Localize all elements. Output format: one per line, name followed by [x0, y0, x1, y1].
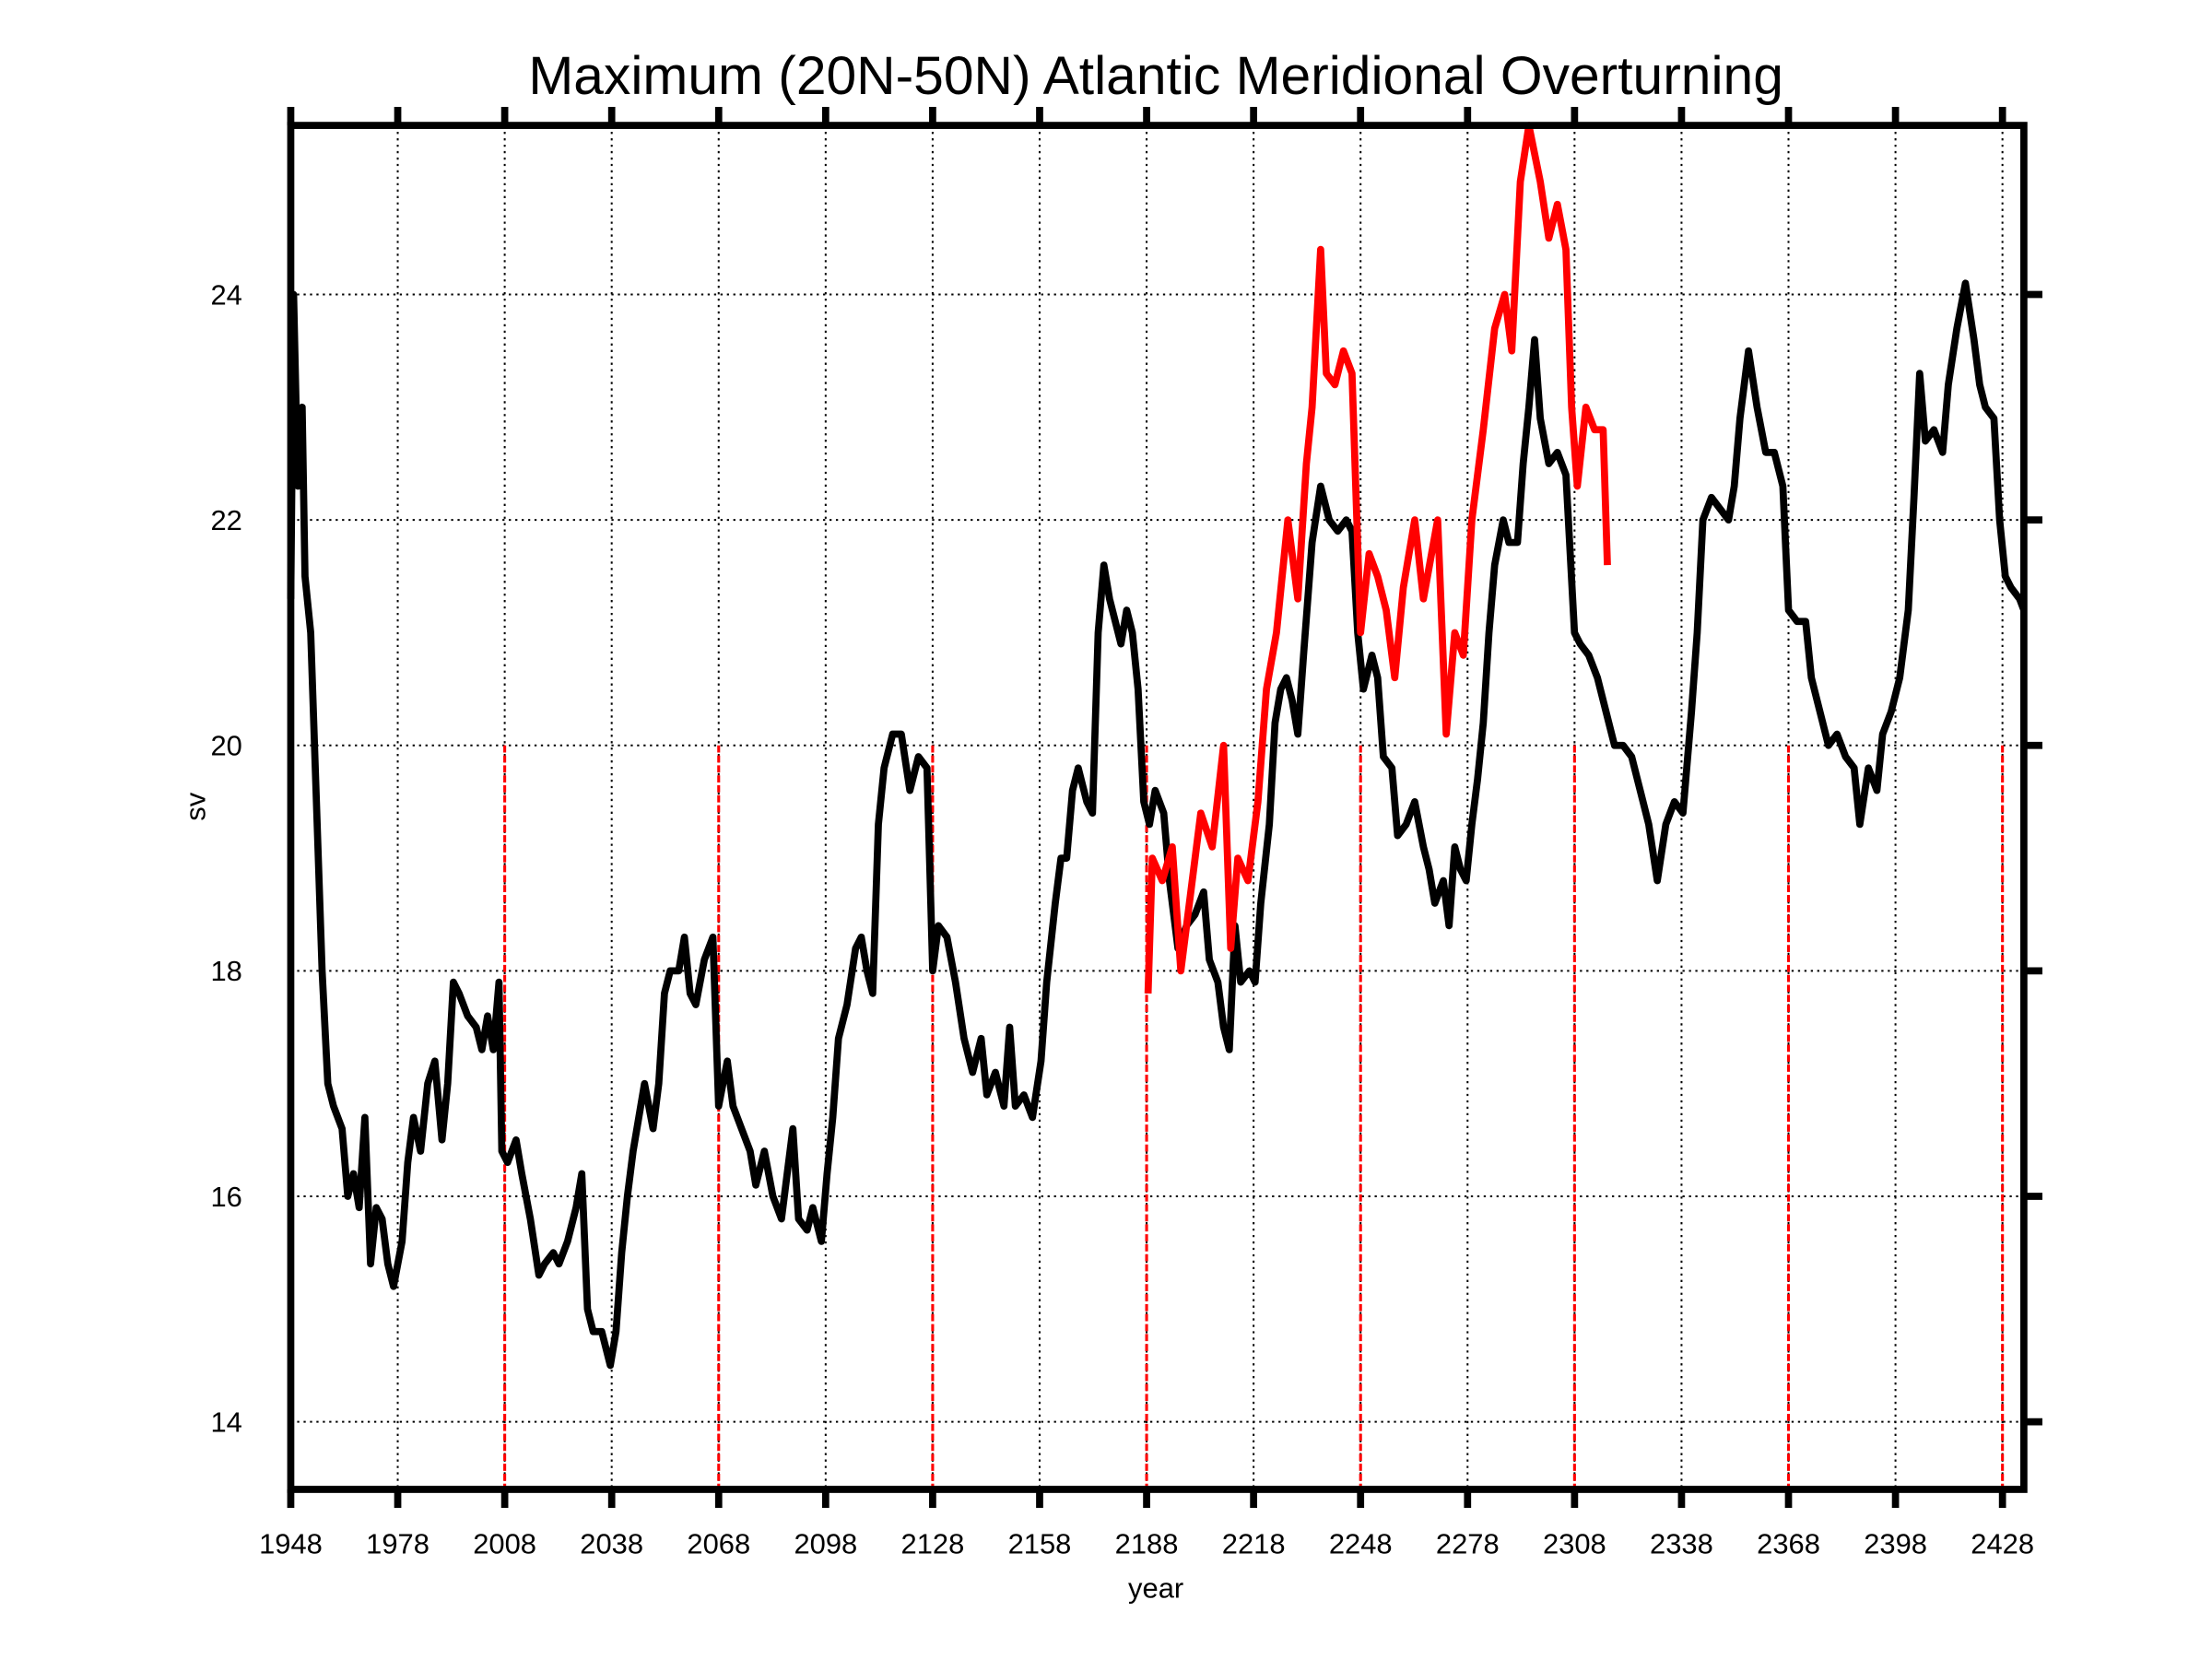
grid	[289, 125, 2024, 1489]
x-axis-label: year	[1128, 1572, 1183, 1605]
y-axis-label: sv	[180, 792, 212, 820]
x-tick-label: 2158	[1008, 1528, 1072, 1560]
y-tick-label: 20	[210, 730, 241, 762]
x-tick-label: 2008	[473, 1528, 536, 1560]
x-tick-label: 2308	[1543, 1528, 1606, 1560]
y-tick-label: 16	[210, 1181, 241, 1213]
y-tick-label: 24	[210, 278, 241, 311]
x-tick-label: 2188	[1115, 1528, 1179, 1560]
plot-frame	[287, 122, 2028, 1493]
year-markers	[503, 745, 2005, 1489]
series-line-perturbed	[1144, 122, 1611, 994]
chart-title: Maximum (20N-50N) Atlantic Meridional Ov…	[528, 46, 1783, 106]
x-tick-label: 2248	[1329, 1528, 1393, 1560]
x-tick-label: 1948	[259, 1528, 323, 1560]
x-tick-label: 2428	[1971, 1528, 2034, 1560]
x-tick-label: 2038	[580, 1528, 643, 1560]
x-tick-label: 2068	[687, 1528, 750, 1560]
x-tick-label: 2278	[1436, 1528, 1500, 1560]
x-tick-label: 2338	[1650, 1528, 1713, 1560]
y-tick-label: 14	[210, 1406, 241, 1438]
series-line-control	[287, 279, 2028, 1370]
x-tick-label: 1978	[366, 1528, 429, 1560]
axis-ticks: 1948 1978 2008 2038 2068 2098 2128 2158 2188 2218…	[210, 106, 2042, 1560]
series-lines	[287, 122, 2028, 1370]
x-tick-label: 2368	[1757, 1528, 1820, 1560]
x-tick-label: 2098	[794, 1528, 857, 1560]
x-tick-label: 2128	[901, 1528, 965, 1560]
y-tick-label: 18	[210, 955, 241, 987]
x-tick-label: 2218	[1222, 1528, 1286, 1560]
y-tick-label: 22	[210, 504, 241, 536]
x-tick-label: 2398	[1864, 1528, 1927, 1560]
